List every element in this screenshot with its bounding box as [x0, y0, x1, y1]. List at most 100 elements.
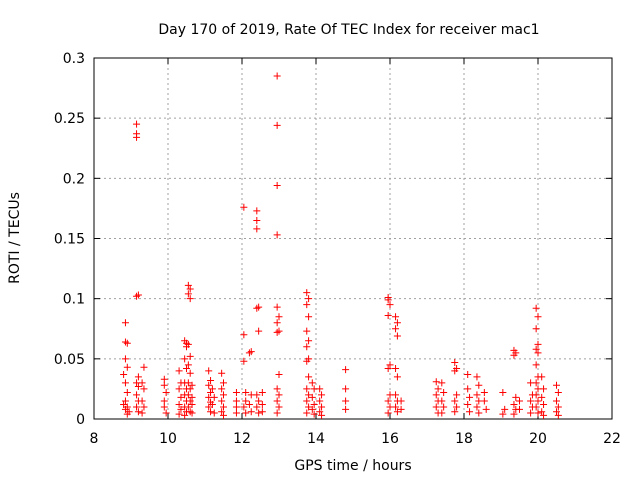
data-point	[499, 410, 507, 418]
data-point	[140, 403, 148, 411]
data-point	[273, 319, 281, 327]
data-point	[386, 361, 394, 369]
data-point	[532, 361, 540, 369]
data-point	[432, 378, 440, 386]
data-point	[393, 408, 401, 416]
data-point	[232, 403, 240, 411]
data-point	[438, 379, 446, 387]
data-point	[242, 389, 250, 397]
data-point	[207, 376, 215, 384]
data-point	[510, 401, 518, 409]
data-point	[464, 401, 472, 409]
chart-title: Day 170 of 2019, Rate Of TEC Index for r…	[158, 22, 539, 38]
data-point	[121, 405, 129, 413]
data-point	[177, 393, 185, 401]
data-point	[218, 397, 226, 405]
data-point	[305, 313, 313, 321]
data-point	[120, 401, 128, 409]
data-point	[186, 285, 194, 293]
data-point	[218, 369, 226, 377]
data-point	[232, 397, 240, 405]
data-point	[220, 391, 227, 399]
data-point	[240, 203, 248, 211]
data-point	[275, 327, 283, 335]
data-point	[392, 313, 400, 321]
data-point	[532, 391, 540, 399]
data-point	[184, 361, 192, 369]
data-point	[160, 397, 168, 405]
data-point	[527, 409, 535, 417]
data-point	[232, 409, 240, 417]
data-point	[499, 389, 507, 397]
data-point	[393, 319, 401, 327]
data-point	[305, 403, 313, 411]
x-axis-label: GPS time / hours	[294, 458, 411, 474]
data-point	[273, 182, 281, 190]
data-point	[123, 339, 131, 347]
data-point	[175, 385, 183, 393]
data-point	[553, 397, 560, 405]
data-point	[175, 367, 183, 375]
data-point	[273, 409, 281, 417]
data-point	[392, 391, 400, 399]
data-point	[134, 383, 142, 391]
data-point	[540, 401, 548, 409]
data-point	[510, 410, 518, 418]
data-point	[245, 349, 253, 357]
data-point	[386, 301, 394, 309]
data-point	[384, 364, 392, 372]
data-point	[205, 381, 213, 389]
data-point	[140, 363, 148, 371]
data-point	[245, 401, 253, 409]
data-point	[318, 391, 326, 399]
data-point	[255, 409, 263, 417]
data-point	[175, 401, 183, 409]
data-point	[534, 349, 542, 357]
x-tick-label: 8	[90, 431, 99, 447]
data-point	[303, 385, 311, 393]
data-point	[186, 385, 194, 393]
data-point	[247, 408, 255, 416]
data-point	[160, 375, 168, 383]
y-tick-label: 0.25	[54, 111, 85, 127]
y-tick-label: 0.3	[63, 51, 85, 67]
data-point	[540, 385, 548, 393]
data-point	[475, 409, 483, 417]
data-point	[554, 411, 562, 419]
data-point	[218, 408, 226, 416]
data-point	[466, 393, 474, 401]
data-point	[464, 370, 472, 378]
data-point	[134, 373, 142, 381]
data-point	[316, 385, 324, 393]
data-point	[305, 337, 313, 345]
data-point	[316, 408, 324, 416]
data-point	[303, 397, 311, 405]
data-point	[273, 385, 281, 393]
data-point	[255, 397, 263, 405]
data-point	[453, 391, 461, 399]
data-point	[553, 381, 560, 389]
data-point	[482, 405, 490, 413]
data-point	[273, 328, 281, 336]
data-point	[258, 389, 266, 397]
data-point	[273, 397, 281, 405]
data-point	[210, 409, 218, 417]
data-point	[160, 381, 168, 389]
data-point	[473, 373, 481, 381]
data-point	[464, 385, 472, 393]
data-point	[532, 345, 540, 353]
data-point	[451, 367, 459, 375]
data-point	[220, 379, 227, 387]
x-tick-label: 16	[381, 431, 399, 447]
data-point	[392, 364, 400, 372]
data-point	[188, 401, 196, 409]
data-point	[480, 397, 488, 405]
data-point	[184, 290, 192, 298]
data-point	[475, 381, 483, 389]
data-point	[188, 393, 196, 401]
x-tick-label: 20	[529, 431, 547, 447]
data-point	[527, 397, 535, 405]
data-point	[208, 385, 216, 393]
data-point	[273, 72, 281, 80]
